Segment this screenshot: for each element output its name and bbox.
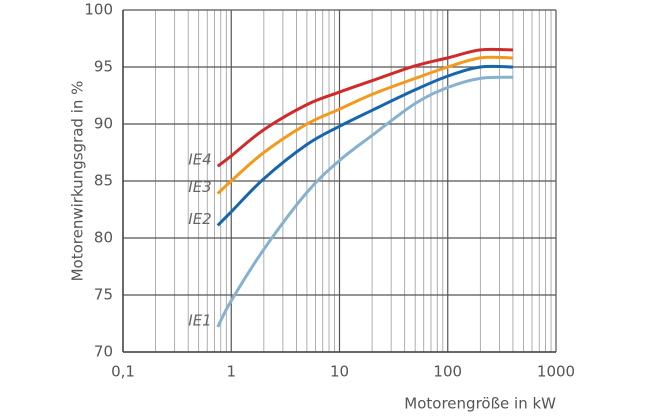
y-tick-label: 95 bbox=[94, 58, 113, 76]
series-label: IE4 bbox=[188, 151, 211, 169]
series-line bbox=[216, 75, 513, 328]
y-tick-label: 75 bbox=[94, 286, 113, 304]
x-tick-label: 0,1 bbox=[111, 363, 135, 381]
y-tick-label: 100 bbox=[84, 1, 113, 19]
y-tick-label: 80 bbox=[94, 229, 113, 247]
y-tick-label: 85 bbox=[94, 172, 113, 190]
y-axis-label: Motorenwirkungsgrad in % bbox=[69, 81, 87, 282]
series-line bbox=[216, 64, 513, 227]
series-label: IE3 bbox=[188, 178, 211, 196]
x-tick-label: 1000 bbox=[537, 363, 575, 381]
series-label: IE1 bbox=[188, 311, 211, 329]
x-axis-label: Motorengröße in kW bbox=[404, 395, 556, 413]
y-tick-label: 70 bbox=[94, 343, 113, 361]
series-line bbox=[216, 47, 513, 168]
y-tick-label: 90 bbox=[94, 115, 113, 133]
x-tick-label: 1 bbox=[226, 363, 236, 381]
series-label: IE2 bbox=[188, 210, 211, 228]
series-line bbox=[216, 55, 513, 195]
x-tick-label: 100 bbox=[433, 363, 462, 381]
x-tick-label: 10 bbox=[330, 363, 349, 381]
